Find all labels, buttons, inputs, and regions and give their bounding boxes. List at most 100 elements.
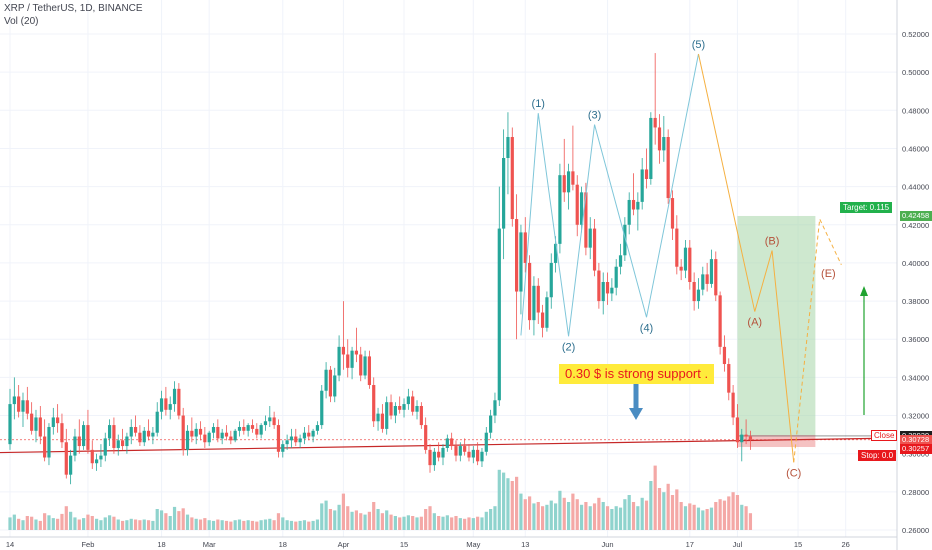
candle-body — [644, 169, 649, 179]
time-tick-label: 14 — [6, 540, 14, 549]
candle-body — [311, 430, 315, 437]
volume-bar — [605, 506, 610, 530]
volume-bar — [566, 502, 571, 530]
candle-body — [177, 388, 181, 416]
volume-bar — [272, 520, 276, 530]
volume-bar — [64, 506, 68, 530]
volume-bar — [562, 497, 566, 530]
candle-body — [670, 198, 675, 229]
candle-body — [502, 158, 506, 229]
candle-body — [276, 425, 281, 452]
candle-body — [233, 430, 237, 441]
candle-body — [683, 247, 688, 271]
volume-bar — [190, 517, 194, 530]
volume-bar — [662, 492, 666, 530]
candle-body — [359, 354, 363, 376]
volume-bar — [571, 493, 575, 530]
candle-body — [25, 400, 29, 414]
candle-body — [268, 417, 272, 422]
candle-body — [237, 426, 242, 431]
volume-bar — [454, 516, 458, 530]
candle-body — [259, 425, 263, 435]
volume-bar — [116, 519, 120, 530]
candle-body — [696, 289, 701, 302]
candle-body — [90, 449, 94, 464]
candle-body — [229, 436, 233, 441]
price-tick-label: 0.30000 — [902, 450, 929, 459]
volume-bar — [146, 520, 151, 530]
volume-bar — [497, 469, 501, 530]
candle-body — [657, 127, 662, 151]
wave-label: (4) — [640, 322, 653, 334]
candle-body — [47, 426, 51, 458]
candle-body — [172, 388, 177, 405]
candle-body — [701, 274, 705, 290]
candle-body — [398, 406, 402, 410]
volume-bar — [592, 503, 597, 530]
candle-body — [415, 406, 419, 412]
candle-body — [389, 402, 393, 416]
volume-bar — [649, 481, 653, 530]
wave-label: (C) — [786, 467, 801, 479]
candle-body — [532, 285, 536, 321]
candle-body — [194, 428, 198, 437]
candle-body — [185, 430, 190, 450]
time-tick-label: Jun — [601, 540, 613, 549]
candle-body — [718, 295, 722, 347]
candle-body — [181, 415, 185, 450]
volume-bar — [315, 519, 320, 530]
volume-bar — [631, 502, 636, 530]
candle-body — [242, 426, 246, 431]
volume-bar — [376, 509, 380, 530]
profit-zone — [737, 215, 816, 435]
volume-bar — [502, 472, 506, 530]
volume-bar — [302, 520, 307, 530]
volume-bar — [337, 504, 341, 530]
candle-body — [168, 404, 172, 410]
volume-bar — [281, 517, 285, 530]
volume-bar — [445, 515, 449, 530]
candle-body — [73, 436, 77, 456]
arrow-markers — [629, 286, 868, 420]
candle-body — [307, 432, 311, 437]
volume-bar — [341, 493, 346, 530]
price-tag: 0.30257 — [900, 443, 932, 454]
candle-body — [588, 228, 592, 248]
volume-bar — [43, 513, 47, 530]
candle-body — [497, 228, 501, 401]
volume-bar — [549, 500, 553, 530]
candle-body — [748, 436, 753, 440]
candle-body — [82, 425, 86, 447]
candle-body — [549, 262, 553, 298]
candle-body — [133, 426, 138, 433]
candle-body — [579, 192, 584, 225]
volume-bar — [744, 506, 748, 530]
candle-body — [142, 430, 146, 443]
volume-bar — [73, 517, 77, 530]
candle-body — [164, 398, 168, 410]
candle-body — [722, 346, 727, 365]
volume-bar — [155, 509, 159, 530]
candle-body — [666, 137, 670, 199]
candle-body — [575, 184, 579, 225]
candle-body — [471, 449, 475, 458]
volume-bar — [532, 503, 536, 530]
candle-body — [692, 282, 696, 302]
volume-bar — [666, 483, 670, 530]
price-tick-label: 0.36000 — [902, 335, 929, 344]
candle-body — [315, 425, 320, 431]
candle-body — [376, 413, 380, 422]
candle-body — [116, 440, 120, 448]
volume-bar — [194, 518, 198, 530]
volume-bar — [441, 516, 445, 530]
volume-bar — [463, 518, 467, 530]
volume-bar — [233, 520, 237, 530]
candle-body — [203, 434, 207, 443]
support-annotation[interactable]: 0.30 $ is strong support . — [559, 364, 715, 384]
candle-body — [138, 432, 142, 443]
candle-body — [566, 171, 571, 193]
volume-bar — [294, 521, 298, 530]
candle-body — [385, 402, 389, 429]
candle-body — [95, 459, 99, 464]
